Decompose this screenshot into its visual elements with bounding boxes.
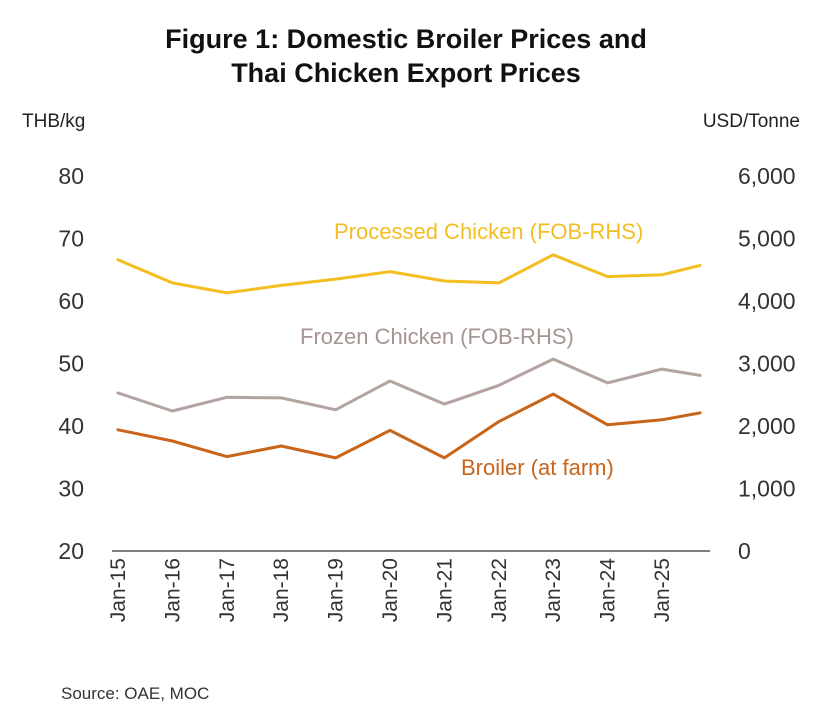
x-tick-label: Jan-20	[379, 558, 402, 622]
x-tick-label: Jan-21	[433, 558, 456, 622]
right-axis-ticks: 0 1,000 2,000 3,000 4,000 5,000 6,000	[738, 163, 796, 564]
source-note: Source: OAE, MOC	[61, 684, 209, 703]
left-tick-label: 60	[58, 288, 84, 314]
x-tick-label: Jan-19	[325, 558, 348, 622]
chart-title-line-1: Figure 1: Domestic Broiler Prices and	[165, 24, 647, 54]
right-tick-label: 3,000	[738, 351, 796, 377]
right-tick-label: 1,000	[738, 476, 796, 502]
x-tick-label: Jan-24	[597, 558, 620, 623]
x-axis-ticks: Jan-15 Jan-16 Jan-17 Jan-18 Jan-19 Jan-20 Jan-…	[107, 558, 674, 623]
series-line-processed	[116, 253, 702, 295]
series-lines	[116, 253, 702, 460]
left-tick-label: 50	[58, 351, 84, 377]
series-line-broiler	[116, 392, 702, 460]
x-tick-label: Jan-15	[107, 558, 130, 622]
series-label-broiler: Broiler (at farm)	[461, 455, 614, 480]
x-tick-label: Jan-22	[488, 558, 511, 622]
left-tick-label: 40	[58, 413, 84, 439]
x-tick-label: Jan-18	[270, 558, 293, 622]
left-tick-label: 20	[58, 538, 84, 564]
right-tick-label: 0	[738, 538, 751, 564]
right-tick-label: 2,000	[738, 413, 796, 439]
chart-title-line-2: Thai Chicken Export Prices	[231, 58, 581, 88]
left-axis-ticks: 20 30 40 50 60 70 80	[58, 163, 84, 564]
right-axis-unit-label: USD/Tonne	[703, 111, 800, 132]
right-tick-label: 4,000	[738, 288, 796, 314]
x-tick-label: Jan-25	[651, 558, 674, 622]
left-tick-label: 80	[58, 163, 84, 189]
series-line-frozen	[116, 357, 702, 413]
series-label-processed: Processed Chicken (FOB-RHS)	[334, 219, 643, 244]
right-tick-label: 5,000	[738, 226, 796, 252]
x-tick-label: Jan-17	[216, 558, 239, 622]
left-axis-unit-label: THB/kg	[22, 111, 85, 132]
x-tick-label: Jan-23	[542, 558, 565, 622]
left-tick-label: 30	[58, 476, 84, 502]
right-tick-label: 6,000	[738, 163, 796, 189]
x-tick-label: Jan-16	[161, 558, 184, 622]
series-label-frozen: Frozen Chicken (FOB-RHS)	[300, 324, 574, 349]
left-tick-label: 70	[58, 226, 84, 252]
